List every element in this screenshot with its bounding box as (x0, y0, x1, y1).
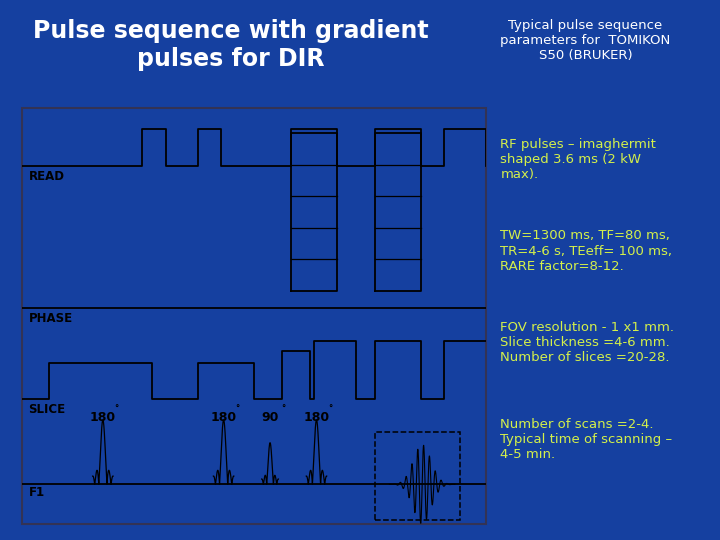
Text: °: ° (235, 404, 240, 414)
Text: Pulse sequence with gradient
pulses for DIR: Pulse sequence with gradient pulses for … (32, 19, 428, 71)
Text: Number of scans =2-4.
Typical time of scanning –
4-5 min.: Number of scans =2-4. Typical time of sc… (500, 418, 672, 462)
Bar (374, 433, 461, 519)
Text: °: ° (114, 404, 119, 414)
Text: 90: 90 (261, 411, 279, 424)
Text: °: ° (282, 404, 286, 414)
Text: READ: READ (29, 171, 65, 184)
Text: FOV resolution - 1 x1 mm.
Slice thickness =4-6 mm.
Number of slices =20-28.: FOV resolution - 1 x1 mm. Slice thicknes… (500, 321, 675, 365)
Text: SLICE: SLICE (29, 403, 66, 416)
Text: F1: F1 (29, 487, 45, 500)
Text: °: ° (328, 404, 333, 414)
Text: 180: 180 (210, 411, 237, 424)
Text: RF pulses – imaghermit
shaped 3.6 ms (2 kW
max).: RF pulses – imaghermit shaped 3.6 ms (2 … (500, 138, 656, 181)
Text: Typical pulse sequence
parameters for  TOMIKON
S50 (BRUKER): Typical pulse sequence parameters for TO… (500, 19, 670, 62)
Text: 180: 180 (90, 411, 116, 424)
Text: PHASE: PHASE (29, 312, 73, 325)
Text: 180: 180 (303, 411, 330, 424)
Text: TW=1300 ms, TF=80 ms,
TR=4-6 s, TEeff= 100 ms,
RARE factor=8-12.: TW=1300 ms, TF=80 ms, TR=4-6 s, TEeff= 1… (500, 230, 672, 273)
